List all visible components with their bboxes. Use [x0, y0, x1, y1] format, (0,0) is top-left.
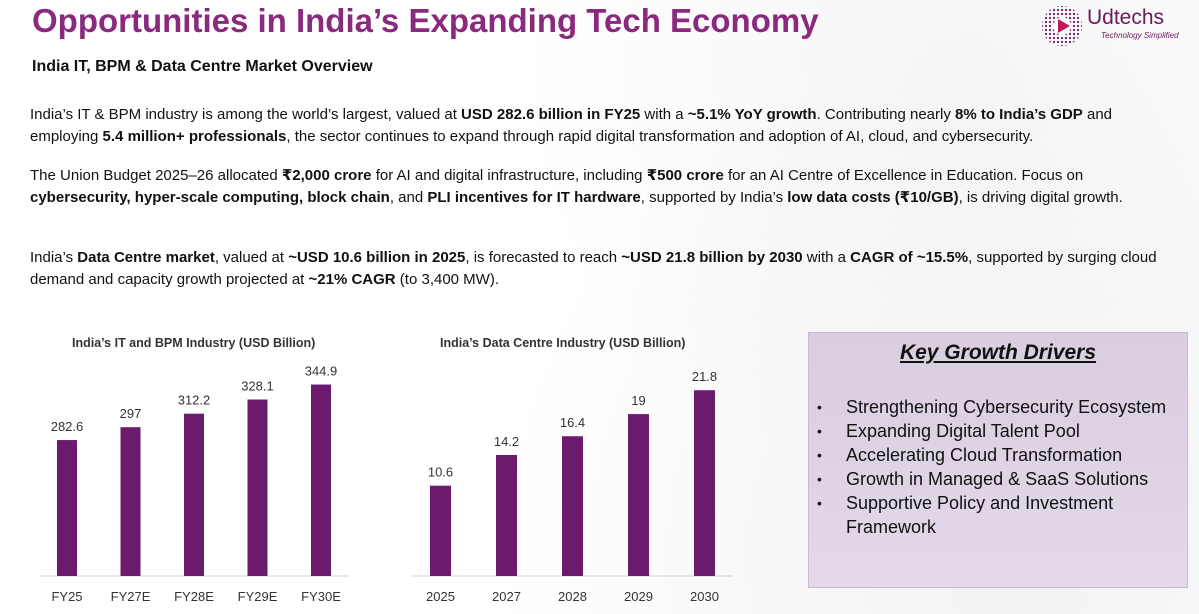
paragraph-it-bpm: India’s IT & BPM industry is among the w… [30, 104, 1170, 148]
paragraph-run: ~USD 21.8 billion by 2030 [621, 249, 803, 266]
drivers-title: Key Growth Drivers [899, 341, 1097, 364]
chart-title-data-centre: India’s Data Centre Industry (USD Billio… [440, 336, 686, 350]
paragraph-run: , is driving digital growth. [958, 189, 1123, 206]
driver-item: • Strengthening Cybersecurity Ecosystem [809, 395, 1187, 419]
paragraph-run: PLI incentives for IT hardware [427, 189, 641, 206]
paragraph-run: India’s [30, 249, 78, 266]
bar-charts: 282.6 FY25 297 FY27E 312.2 FY28E 328.1 FY29E 344… [39, 364, 733, 604]
data-label: 19 [631, 393, 645, 408]
paragraph-run: 8% to India’s GDP [955, 106, 1083, 123]
bar [311, 384, 331, 576]
tick-label: FY27E [111, 589, 151, 604]
driver-item-label: Strengthening Cybersecurity Ecosystem [846, 397, 1167, 417]
data-label: 14.2 [494, 434, 519, 449]
section-title: India IT, BPM & Data Centre Market Overv… [32, 58, 373, 75]
data-label: 16.4 [560, 415, 585, 430]
paragraph-run: (to 3,400 MW). [395, 271, 499, 288]
paragraph-run: Data Centre market [77, 249, 215, 266]
paragraph-data-centre: India’s Data Centre market, valued at ~U… [30, 247, 1170, 291]
paragraph-run: ₹500 crore [646, 167, 724, 184]
driver-item: • Supportive Policy and Investment Framew… [809, 491, 1187, 539]
bar [247, 399, 268, 576]
bar [694, 390, 715, 576]
driver-item-label: Expanding Digital Talent Pool [846, 421, 1080, 441]
data-label: 282.6 [51, 419, 84, 434]
paragraph-run: , valued at [214, 249, 289, 266]
driver-item-label: Growth in Managed & SaaS Solutions [846, 469, 1149, 489]
paragraph-run: ₹2,000 crore [281, 167, 372, 184]
paragraph-run: , supported by surging cloud demand and … [30, 249, 1157, 288]
bar [496, 454, 517, 576]
paragraph-run: for an AI Centre of Excellence in Educat… [723, 167, 1084, 184]
chart-title-it-bpm: India’s IT and BPM Industry (USD Billion… [72, 336, 316, 350]
paragraph-run: 5.4 million+ professionals [102, 128, 287, 145]
logo-mark-icon [1042, 6, 1082, 46]
tick-label: FY29E [238, 589, 278, 604]
paragraph-run: The Union Budget 2025–26 allocated [30, 167, 282, 184]
paragraph-run: ~5.1% YoY growth [687, 106, 817, 123]
data-label: 10.6 [428, 465, 453, 480]
bullet-icon: • [817, 447, 822, 463]
paragraph-run: with a [802, 249, 851, 266]
paragraph-run: , and [389, 189, 428, 206]
paragraph-union-budget: The Union Budget 2025–26 allocated ₹2,00… [30, 165, 1170, 209]
driver-item: • Growth in Managed & SaaS Solutions [809, 467, 1187, 491]
tick-label: FY25 [51, 589, 82, 604]
driver-item-label: Supportive Policy and Investment Framewo… [846, 493, 1114, 537]
bar [430, 485, 451, 576]
driver-item: • Accelerating Cloud Transformation [809, 443, 1187, 467]
bar [57, 440, 77, 576]
tick-label: 2028 [558, 589, 587, 604]
data-label: 328.1 [241, 379, 274, 394]
data-label: 344.9 [305, 364, 338, 379]
paragraph-run: with a [640, 106, 688, 123]
bullet-icon: • [817, 423, 822, 439]
paragraph-run: for AI and digital infrastructure, inclu… [371, 167, 647, 184]
tick-label: 2030 [690, 589, 719, 604]
bar [628, 414, 649, 576]
page-title: Opportunities in India’s Expanding Tech … [32, 2, 819, 39]
paragraph-run: and employing [30, 106, 1113, 145]
paragraph-run: CAGR of ~15.5% [850, 249, 969, 266]
bar [562, 436, 583, 576]
data-label: 297 [120, 406, 142, 421]
paragraph-run: USD 282.6 billion in FY25 [461, 106, 641, 123]
data-label: 21.8 [692, 369, 717, 384]
company-logo: Udtechs Technology Simplified [1040, 4, 1190, 48]
tick-label: FY28E [174, 589, 214, 604]
driver-item: • Expanding Digital Talent Pool [809, 419, 1187, 443]
logo-name: Udtechs [1087, 6, 1165, 29]
paragraph-run: , the sector continues to expand through… [286, 128, 1034, 145]
paragraph-run: . Contributing nearly [816, 106, 955, 123]
paragraph-run: ~USD 10.6 billion in 2025 [288, 249, 466, 266]
bullet-icon: • [817, 471, 822, 487]
paragraph-run: India’s IT & BPM industry is among the w… [30, 106, 462, 123]
bullet-icon: • [817, 495, 822, 511]
bar [120, 427, 141, 576]
paragraph-run: low data costs (₹10/GB) [787, 189, 959, 206]
tick-label: 2029 [624, 589, 653, 604]
bullet-icon: • [817, 399, 822, 415]
paragraph-run: , supported by India’s [640, 189, 788, 206]
key-growth-drivers-panel: Key Growth Drivers • Strengthening Cybers… [808, 332, 1188, 588]
driver-item-label: Accelerating Cloud Transformation [846, 445, 1123, 465]
tick-label: 2027 [492, 589, 521, 604]
drivers-list: • Strengthening Cybersecurity Ecosystem • E… [809, 395, 1187, 539]
paragraph-run: cybersecurity, hyper-scale computing, bl… [30, 189, 390, 206]
data-label: 312.2 [178, 393, 211, 408]
paragraph-run: ~21% CAGR [308, 271, 396, 288]
paragraph-run: , is forecasted to reach [465, 249, 622, 266]
logo-tagline: Technology Simplified [1101, 31, 1179, 40]
bar [184, 413, 204, 576]
tick-label: FY30E [301, 589, 341, 604]
tick-label: 2025 [426, 589, 455, 604]
